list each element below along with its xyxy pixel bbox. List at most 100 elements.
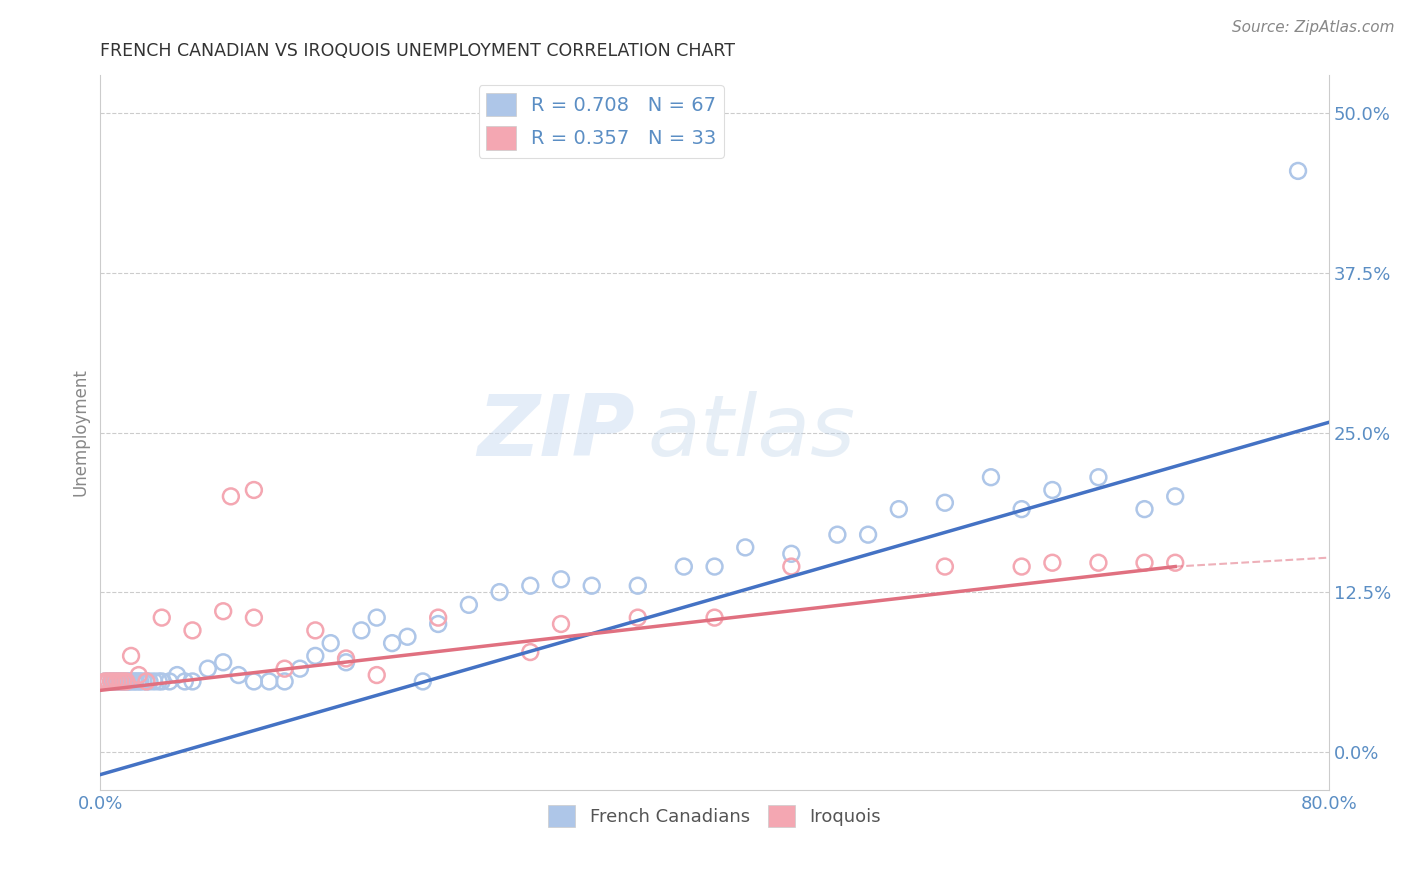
Point — [118, 674, 141, 689]
Point — [114, 674, 136, 689]
Point — [115, 674, 138, 689]
Point — [105, 674, 128, 689]
Y-axis label: Unemployment: Unemployment — [72, 368, 89, 497]
Point — [138, 674, 160, 689]
Point — [550, 572, 572, 586]
Point — [100, 674, 122, 689]
Point — [273, 674, 295, 689]
Point — [122, 674, 145, 689]
Point — [228, 668, 250, 682]
Point — [112, 674, 135, 689]
Point — [288, 662, 311, 676]
Point — [132, 674, 155, 689]
Point — [150, 610, 173, 624]
Point — [103, 674, 125, 689]
Point — [219, 489, 242, 503]
Point — [827, 527, 849, 541]
Point — [105, 674, 128, 689]
Point — [212, 655, 235, 669]
Point — [135, 674, 157, 689]
Point — [366, 610, 388, 624]
Point — [197, 662, 219, 676]
Point — [143, 674, 166, 689]
Point — [1133, 502, 1156, 516]
Point — [135, 674, 157, 689]
Point — [1011, 502, 1033, 516]
Point — [148, 674, 170, 689]
Point — [110, 674, 132, 689]
Point — [117, 674, 139, 689]
Point — [457, 598, 479, 612]
Point — [519, 645, 541, 659]
Point — [488, 585, 510, 599]
Text: FRENCH CANADIAN VS IROQUOIS UNEMPLOYMENT CORRELATION CHART: FRENCH CANADIAN VS IROQUOIS UNEMPLOYMENT… — [100, 42, 735, 60]
Point — [115, 674, 138, 689]
Point — [159, 674, 181, 689]
Point — [111, 674, 134, 689]
Point — [112, 674, 135, 689]
Point — [780, 559, 803, 574]
Point — [166, 668, 188, 682]
Point — [1011, 559, 1033, 574]
Point — [94, 674, 117, 689]
Point — [304, 624, 326, 638]
Point — [120, 648, 142, 663]
Point — [581, 579, 603, 593]
Legend: French Canadians, Iroquois: French Canadians, Iroquois — [541, 798, 889, 835]
Point — [181, 674, 204, 689]
Point — [427, 617, 450, 632]
Point — [97, 674, 120, 689]
Point — [1164, 556, 1187, 570]
Point — [980, 470, 1002, 484]
Point — [1040, 483, 1063, 497]
Point — [734, 541, 756, 555]
Point — [97, 674, 120, 689]
Point — [124, 674, 146, 689]
Point — [107, 674, 129, 689]
Point — [1087, 470, 1109, 484]
Point — [703, 559, 725, 574]
Point — [672, 559, 695, 574]
Point — [780, 547, 803, 561]
Point — [887, 502, 910, 516]
Point — [110, 674, 132, 689]
Point — [335, 651, 357, 665]
Point — [1087, 556, 1109, 570]
Text: ZIP: ZIP — [477, 391, 634, 474]
Text: atlas: atlas — [647, 391, 855, 474]
Point — [519, 579, 541, 593]
Point — [934, 496, 956, 510]
Point — [427, 610, 450, 624]
Point — [627, 610, 650, 624]
Point — [259, 674, 281, 689]
Point — [120, 674, 142, 689]
Point — [173, 674, 195, 689]
Point — [273, 662, 295, 676]
Point — [100, 674, 122, 689]
Point — [150, 674, 173, 689]
Point — [243, 483, 266, 497]
Point — [181, 624, 204, 638]
Text: Source: ZipAtlas.com: Source: ZipAtlas.com — [1232, 20, 1395, 35]
Point — [934, 559, 956, 574]
Point — [243, 674, 266, 689]
Point — [101, 674, 124, 689]
Point — [304, 648, 326, 663]
Point — [1164, 489, 1187, 503]
Point — [550, 617, 572, 632]
Point — [129, 674, 152, 689]
Point — [856, 527, 879, 541]
Point — [627, 579, 650, 593]
Point — [1286, 164, 1309, 178]
Point — [1133, 556, 1156, 570]
Point — [412, 674, 434, 689]
Point — [335, 655, 357, 669]
Point — [94, 674, 117, 689]
Point — [319, 636, 342, 650]
Point — [243, 610, 266, 624]
Point — [350, 624, 373, 638]
Point — [396, 630, 419, 644]
Point — [366, 668, 388, 682]
Point — [703, 610, 725, 624]
Point — [128, 674, 150, 689]
